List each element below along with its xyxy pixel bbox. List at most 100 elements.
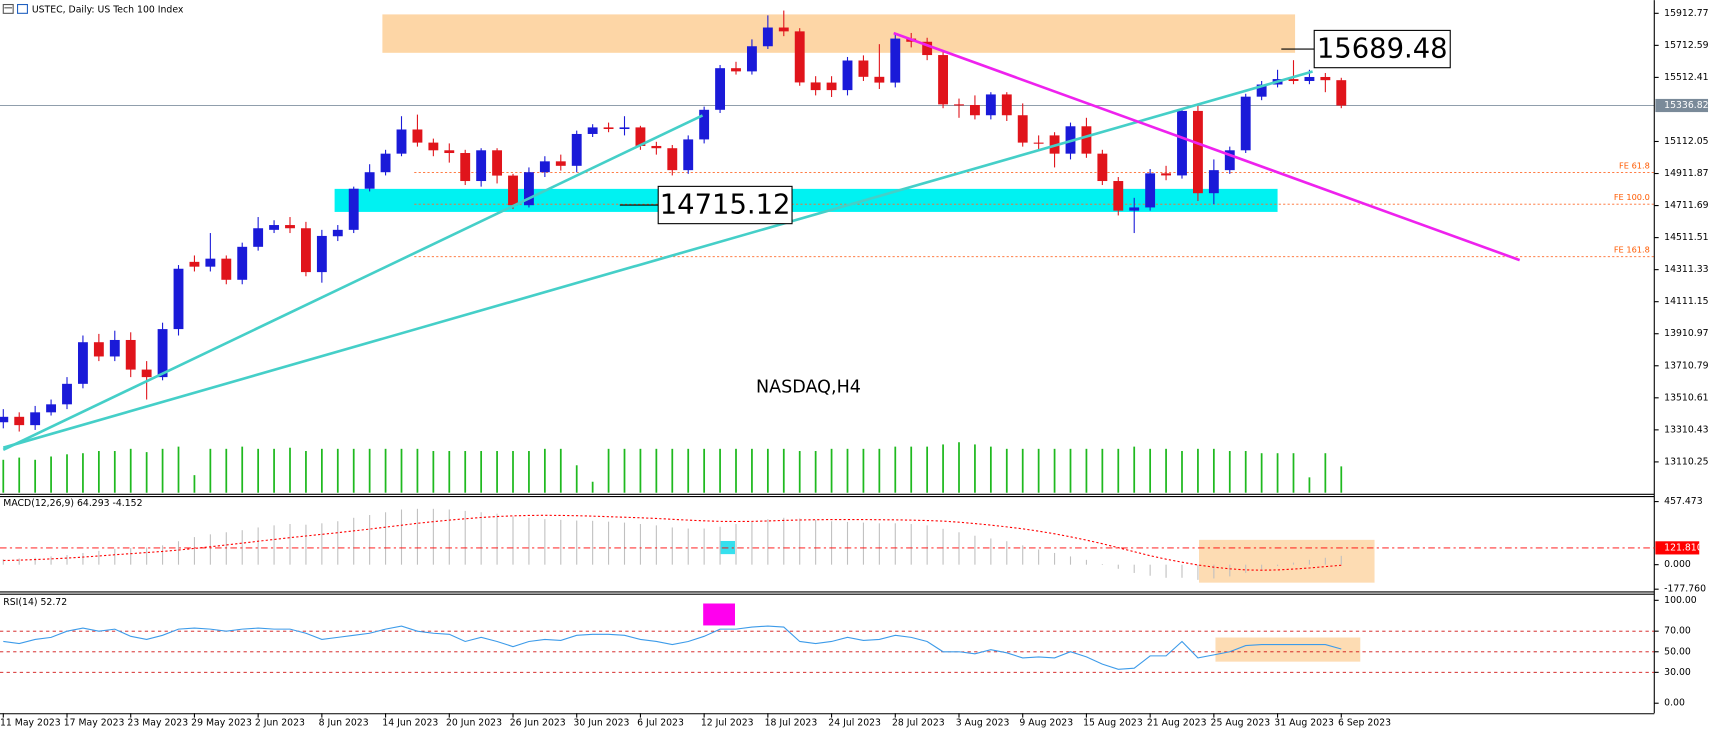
x-tick-label: 30 Jun 2023 [573, 718, 629, 729]
candle-body [285, 225, 295, 229]
candle-body [189, 261, 200, 267]
fibo-label: FE 61.8 [1619, 160, 1650, 170]
candle-body [954, 104, 964, 106]
x-tick-label: 14 Jun 2023 [382, 718, 438, 729]
y-tick-label: 15512.41 [1664, 72, 1709, 83]
candle-body [1336, 80, 1347, 106]
candle-body [348, 188, 359, 230]
x-tick-label: 11 May 2023 [0, 718, 61, 729]
y-tick-label: 13110.25 [1664, 456, 1709, 467]
candle-body [0, 416, 9, 423]
candle-body [396, 129, 407, 154]
candle-body [683, 139, 694, 171]
x-tick-label: 18 Jul 2023 [765, 718, 818, 729]
candle-body [523, 172, 534, 206]
candle-body [412, 129, 423, 143]
candle-body [157, 329, 168, 378]
candle-body [109, 339, 120, 357]
candle-body [460, 153, 471, 182]
x-tick-label: 20 Jun 2023 [446, 718, 502, 729]
callout-box [657, 185, 793, 225]
candle-body [1017, 115, 1028, 143]
candle-body [444, 150, 455, 154]
fibo-label: FE 100.0 [1614, 192, 1650, 202]
highlight-box [1199, 539, 1375, 583]
trendline [893, 31, 1521, 262]
candle-body [603, 127, 614, 130]
y-tick-label: 15912.77 [1664, 8, 1709, 19]
rsi-tick-label: 100.00 [1664, 595, 1697, 606]
candle-body [890, 38, 901, 83]
zone [382, 14, 1296, 53]
candle-body [93, 342, 104, 357]
last-price-label: 15336.82 [1664, 100, 1708, 111]
y-tick-label: 14911.87 [1664, 168, 1709, 179]
last-price-box [1655, 98, 1709, 113]
candle-body [62, 383, 72, 405]
x-tick-label: 31 Aug 2023 [1274, 718, 1334, 729]
candle-body [1161, 173, 1172, 176]
highlight-box [703, 603, 735, 626]
candle-body [858, 60, 869, 77]
x-tick-label: 6 Sep 2023 [1338, 718, 1391, 729]
callout-box [1313, 29, 1451, 69]
y-tick-label: 14311.33 [1664, 264, 1709, 275]
candle-body [476, 150, 487, 182]
candle-body [1129, 207, 1140, 211]
candle-body [316, 235, 327, 273]
candle-body [46, 404, 57, 413]
candle-body [237, 246, 248, 280]
candle-body [141, 369, 152, 378]
candle-body [699, 109, 710, 140]
watermark: NASDAQ,H4 [756, 377, 861, 397]
candle-body [778, 27, 789, 32]
x-tick-label: 26 Jun 2023 [510, 718, 566, 729]
candle-body [922, 41, 933, 56]
candle-body [380, 153, 391, 173]
candle-body [269, 225, 280, 230]
window-icon [17, 3, 28, 14]
candle-body [826, 82, 837, 91]
candle-body [1113, 181, 1124, 211]
macd-tick-label: -177.760 [1664, 584, 1706, 595]
candle-body [1208, 170, 1219, 194]
candle-body [715, 68, 726, 110]
y-tick-label: 13310.43 [1664, 424, 1709, 435]
rsi-tick-label: 50.00 [1664, 646, 1691, 657]
candle-body [1288, 79, 1299, 81]
x-tick-label: 12 Jul 2023 [701, 718, 754, 729]
callout-label: 14715.12 [660, 190, 791, 221]
candle-body [1001, 94, 1012, 116]
candle-body [1304, 76, 1315, 81]
trendline [2, 114, 704, 451]
trendline [2, 70, 1313, 449]
candle-body [428, 142, 439, 151]
candle-body [508, 175, 518, 206]
macd-title: MACD(12,26,9) 64.293 -4.152 [3, 498, 142, 509]
macd-level-box [1655, 541, 1700, 555]
candle-body [77, 342, 88, 384]
candle-body [492, 150, 503, 176]
zone [334, 188, 1278, 212]
macd-level-label: 121.810 [1664, 542, 1703, 553]
x-tick-label: 6 Jul 2023 [637, 718, 684, 729]
window-icon [2, 3, 14, 14]
x-tick-label: 3 Aug 2023 [956, 718, 1010, 729]
rsi-tick-label: 70.00 [1664, 626, 1691, 637]
candle-body [985, 94, 996, 116]
x-tick-label: 23 May 2023 [127, 718, 188, 729]
y-tick-label: 14511.51 [1664, 232, 1709, 243]
macd-signal [3, 514, 1342, 571]
main-layer: 15689.48 14715.12 [0, 10, 1521, 493]
rsi-tick-label: 30.00 [1664, 667, 1691, 678]
candle-body [1033, 142, 1044, 144]
x-tick-label: 8 Jun 2023 [319, 718, 369, 729]
rsi-title: RSI(14) 52.72 [3, 597, 67, 608]
candle-body [874, 76, 885, 83]
y-tick-label: 15112.05 [1664, 136, 1709, 147]
candle-body [253, 228, 264, 247]
candle-body [1240, 96, 1251, 151]
candle-body [842, 60, 853, 91]
